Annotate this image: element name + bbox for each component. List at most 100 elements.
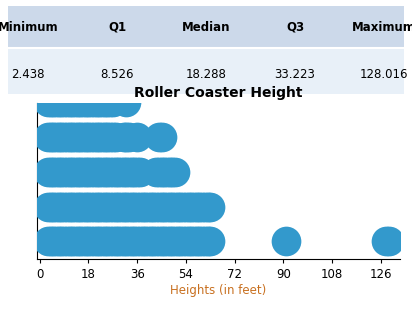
Text: 8.526: 8.526 xyxy=(100,68,134,81)
Point xyxy=(77,134,84,139)
Point xyxy=(161,169,168,174)
Point xyxy=(129,239,135,244)
Point xyxy=(63,239,70,244)
Point xyxy=(69,134,75,139)
Point xyxy=(104,204,111,209)
Point xyxy=(112,239,119,244)
Point xyxy=(96,169,103,174)
Point xyxy=(101,239,108,244)
Point xyxy=(107,134,113,139)
Point xyxy=(101,134,108,139)
Point xyxy=(166,239,173,244)
Point xyxy=(77,169,84,174)
Point xyxy=(123,99,130,104)
Point xyxy=(201,239,208,244)
Text: Maximum: Maximum xyxy=(352,21,412,34)
Point xyxy=(56,239,62,244)
Point xyxy=(88,134,94,139)
Point xyxy=(126,169,132,174)
Text: Q3: Q3 xyxy=(286,21,304,34)
Point xyxy=(66,239,73,244)
Point xyxy=(112,204,119,209)
Point xyxy=(88,99,94,104)
Point xyxy=(150,239,157,244)
Point xyxy=(120,239,127,244)
Point xyxy=(96,64,103,69)
Bar xyxy=(8,6,404,48)
Point xyxy=(191,204,197,209)
Point xyxy=(104,239,111,244)
Point xyxy=(69,239,75,244)
Point xyxy=(193,239,200,244)
Point xyxy=(156,134,162,139)
Point xyxy=(47,99,54,104)
Point xyxy=(53,134,59,139)
Point xyxy=(91,169,97,174)
Point xyxy=(61,239,68,244)
Point xyxy=(75,204,81,209)
Point xyxy=(283,239,289,244)
Point xyxy=(58,99,65,104)
Point xyxy=(185,239,192,244)
Point xyxy=(72,64,78,69)
Point xyxy=(91,64,97,69)
Point xyxy=(169,169,176,174)
Text: Minimum: Minimum xyxy=(0,21,59,34)
Point xyxy=(120,204,127,209)
Point xyxy=(123,239,130,244)
Point xyxy=(164,204,170,209)
Point xyxy=(47,239,54,244)
Point xyxy=(164,169,170,174)
Point xyxy=(44,134,51,139)
Point xyxy=(56,64,62,69)
Point xyxy=(101,99,108,104)
Point xyxy=(112,134,119,139)
Point xyxy=(126,239,132,244)
Point xyxy=(207,204,213,209)
Point xyxy=(88,29,94,34)
Point xyxy=(53,64,59,69)
Point xyxy=(63,29,70,34)
Point xyxy=(115,239,122,244)
Point xyxy=(44,99,51,104)
Point xyxy=(77,99,84,104)
Point xyxy=(93,239,100,244)
Point xyxy=(61,29,68,34)
Point xyxy=(158,169,165,174)
Point xyxy=(69,99,75,104)
Point xyxy=(72,29,78,34)
Point xyxy=(156,239,162,244)
Point xyxy=(93,99,100,104)
Point xyxy=(75,99,81,104)
Point xyxy=(47,134,54,139)
Point xyxy=(63,99,70,104)
Point xyxy=(134,169,140,174)
Point xyxy=(120,169,127,174)
Point xyxy=(80,134,87,139)
Point xyxy=(93,169,100,174)
Point xyxy=(156,169,162,174)
Point xyxy=(110,239,116,244)
Point xyxy=(180,204,187,209)
Point xyxy=(56,99,62,104)
Point xyxy=(75,134,81,139)
Point xyxy=(123,169,130,174)
Point xyxy=(77,239,84,244)
Point xyxy=(145,204,151,209)
Point xyxy=(123,134,130,139)
Point xyxy=(177,239,184,244)
Point xyxy=(61,99,68,104)
Point xyxy=(172,169,178,174)
Point xyxy=(82,169,89,174)
Point xyxy=(110,204,116,209)
Point xyxy=(142,239,149,244)
Point xyxy=(93,29,100,34)
Point xyxy=(75,64,81,69)
Point xyxy=(129,169,135,174)
Point xyxy=(150,204,157,209)
Point xyxy=(107,99,113,104)
Point xyxy=(88,204,94,209)
Point xyxy=(61,169,68,174)
X-axis label: Heights (in feet): Heights (in feet) xyxy=(170,284,267,297)
Point xyxy=(75,169,81,174)
